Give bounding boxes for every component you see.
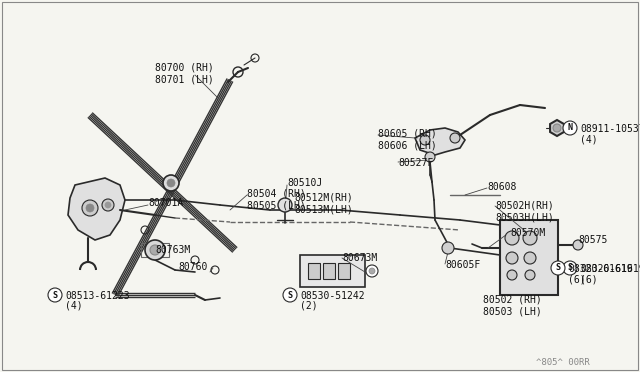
Text: 80505 (LH): 80505 (LH) (247, 200, 306, 210)
Polygon shape (415, 128, 465, 155)
Text: 80701A: 80701A (148, 198, 183, 208)
Circle shape (163, 175, 179, 191)
Polygon shape (550, 120, 564, 136)
Text: 80504 (RH): 80504 (RH) (247, 188, 306, 198)
Bar (308, 263, 320, 279)
Text: (6): (6) (580, 274, 598, 284)
Circle shape (150, 245, 160, 255)
Circle shape (525, 270, 535, 280)
Circle shape (505, 231, 519, 245)
Text: (6): (6) (568, 274, 586, 284)
Text: 80673M: 80673M (342, 253, 377, 263)
Text: N: N (568, 124, 573, 132)
Circle shape (523, 231, 537, 245)
Circle shape (573, 240, 583, 250)
Text: 80510J: 80510J (287, 178, 323, 188)
Circle shape (425, 152, 435, 162)
Text: 80570M: 80570M (510, 228, 545, 238)
Text: ^805^ 00RR: ^805^ 00RR (536, 358, 590, 367)
Text: 80503H(LH): 80503H(LH) (495, 212, 554, 222)
Circle shape (442, 242, 454, 254)
Circle shape (366, 265, 378, 277)
Text: 08530-51242: 08530-51242 (300, 291, 365, 301)
Text: S: S (52, 291, 58, 299)
Circle shape (167, 179, 175, 187)
Circle shape (278, 198, 292, 212)
Text: 08911-10537: 08911-10537 (580, 124, 640, 134)
Text: 80605F: 80605F (445, 260, 480, 270)
Text: 80760: 80760 (178, 262, 207, 272)
Text: (4): (4) (580, 134, 598, 144)
Bar (500, 220, 558, 295)
Text: (2): (2) (300, 301, 317, 311)
Circle shape (105, 202, 111, 208)
Text: 80513M(LH): 80513M(LH) (294, 205, 353, 215)
Text: 08513-61223: 08513-61223 (65, 291, 130, 301)
Text: 80575: 80575 (578, 235, 607, 245)
Circle shape (369, 268, 375, 274)
Circle shape (102, 199, 114, 211)
Circle shape (507, 270, 517, 280)
Circle shape (145, 240, 165, 260)
Circle shape (420, 135, 430, 145)
Circle shape (86, 204, 94, 212)
Circle shape (48, 288, 62, 302)
Text: 80605 (RH): 80605 (RH) (378, 128, 436, 138)
Text: 80700 (RH): 80700 (RH) (155, 62, 214, 72)
Text: 80502 (RH): 80502 (RH) (483, 295, 541, 305)
Text: 80763M: 80763M (155, 245, 190, 255)
Circle shape (553, 124, 561, 132)
Circle shape (283, 288, 297, 302)
Text: 80502H(RH): 80502H(RH) (495, 200, 554, 210)
Text: 08320-61619: 08320-61619 (568, 264, 632, 274)
Text: S: S (568, 263, 573, 273)
Circle shape (450, 133, 460, 143)
Text: 80512M(RH): 80512M(RH) (294, 193, 353, 203)
Text: 80503 (LH): 80503 (LH) (483, 307, 541, 317)
Text: 08320-61619: 08320-61619 (580, 264, 640, 274)
Text: S: S (287, 291, 292, 299)
Circle shape (563, 121, 577, 135)
Bar (323, 263, 335, 279)
Circle shape (524, 252, 536, 264)
Circle shape (551, 261, 565, 275)
Text: 80701 (LH): 80701 (LH) (155, 75, 214, 85)
Circle shape (82, 200, 98, 216)
Circle shape (563, 261, 577, 275)
Text: 80527F: 80527F (398, 158, 433, 168)
Circle shape (506, 252, 518, 264)
Text: S: S (556, 263, 561, 273)
Text: 80608: 80608 (487, 182, 516, 192)
Bar (300, 255, 365, 287)
Bar (338, 263, 350, 279)
Polygon shape (68, 178, 125, 240)
Text: 80606 (LH): 80606 (LH) (378, 140, 436, 150)
Bar (141, 243, 169, 257)
Text: (4): (4) (65, 301, 83, 311)
